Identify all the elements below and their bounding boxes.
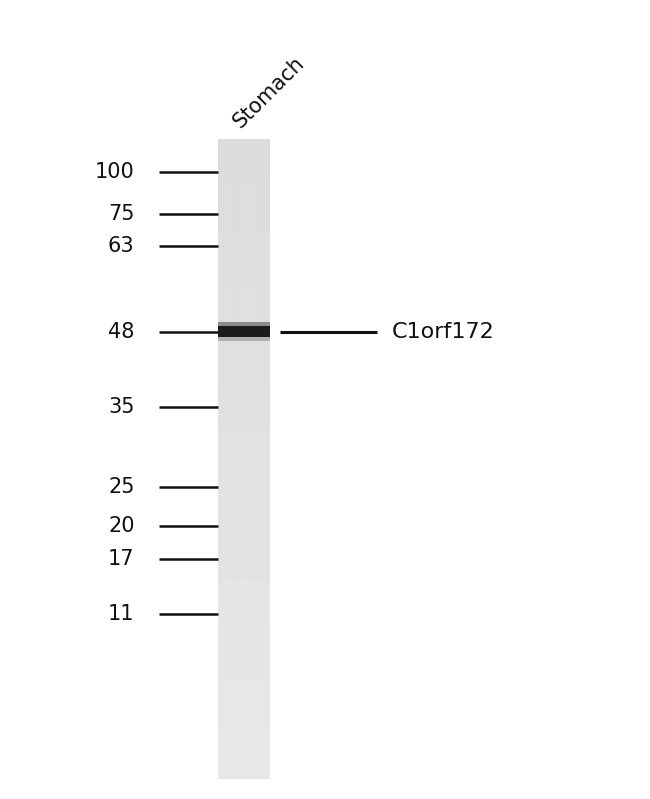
Bar xyxy=(250,140,253,779)
Text: 17: 17 xyxy=(108,549,135,570)
Bar xyxy=(218,337,270,341)
Text: 35: 35 xyxy=(108,397,135,418)
Bar xyxy=(218,322,270,327)
Bar xyxy=(227,140,230,779)
Text: 63: 63 xyxy=(108,236,135,256)
Text: 100: 100 xyxy=(95,161,135,182)
Text: 11: 11 xyxy=(108,603,135,624)
Bar xyxy=(240,140,243,779)
Bar xyxy=(218,326,270,337)
Text: 20: 20 xyxy=(108,515,135,536)
Text: C1orf172: C1orf172 xyxy=(392,321,495,342)
Text: Stomach: Stomach xyxy=(229,53,309,132)
Text: 75: 75 xyxy=(108,204,135,225)
Text: 25: 25 xyxy=(108,477,135,498)
Text: 48: 48 xyxy=(108,321,135,342)
